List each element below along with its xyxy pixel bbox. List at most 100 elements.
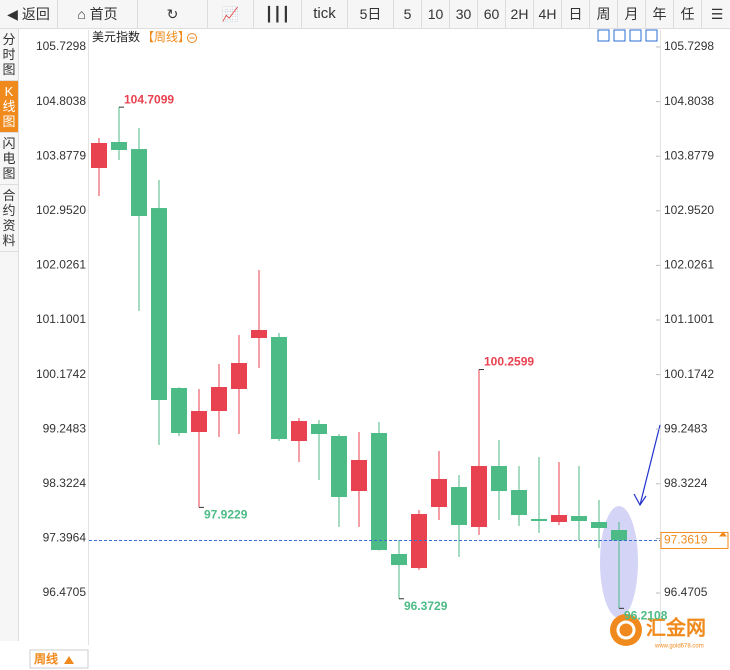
period-button[interactable]: 5日 bbox=[348, 0, 394, 28]
y-tick-label-left: 98.3224 bbox=[43, 476, 87, 490]
candle-body bbox=[311, 423, 327, 435]
last-price-label: 97.3619 bbox=[664, 533, 708, 547]
home-label: 首页 bbox=[89, 6, 118, 22]
y-tick-label-left: 97.3964 bbox=[43, 531, 87, 545]
candle-body bbox=[551, 515, 567, 522]
logo-name: 汇金网 bbox=[646, 615, 706, 639]
period-button[interactable]: 月 bbox=[618, 0, 646, 28]
candle-body bbox=[571, 516, 587, 521]
sidebar-tab[interactable]: 合约资料 bbox=[0, 185, 18, 252]
home-button[interactable]: ⌂ 首页 bbox=[58, 0, 138, 28]
candle-body bbox=[391, 554, 407, 566]
candle-chart-button[interactable]: ┃┃┃ bbox=[254, 0, 302, 28]
candle-body bbox=[151, 208, 167, 400]
candle-body bbox=[251, 329, 267, 339]
low-annotation: 96.3729 bbox=[404, 599, 448, 613]
back-label: 返回 bbox=[21, 6, 50, 22]
y-tick-label-left: 96.4705 bbox=[43, 585, 87, 599]
pointer-arrow bbox=[633, 424, 661, 507]
y-tick-label-right: 100.1742 bbox=[664, 367, 714, 381]
sidebar: 分时图 K线图 闪电图 合约资料 bbox=[0, 29, 19, 641]
sidebar-tab[interactable]: 分时图 bbox=[0, 29, 18, 81]
line-chart-button[interactable]: 📈 bbox=[208, 0, 254, 28]
refresh-button[interactable]: ↻ bbox=[138, 0, 208, 28]
candle-body bbox=[231, 363, 247, 390]
y-tick-label-left: 105.7298 bbox=[36, 39, 86, 53]
tick-label: tick bbox=[313, 5, 336, 22]
toolbar: ◀ 返回 ⌂ 首页 ↻ 📈 ┃┃┃ tick ☰ 5日 5 10 30 60 2H 4H 日周… bbox=[0, 0, 730, 29]
low-annotation: 97.9229 bbox=[204, 508, 248, 522]
candle-body bbox=[131, 149, 147, 216]
chart-subtitle: 【周线】 bbox=[142, 30, 190, 44]
sidebar-tab[interactable]: 闪电图 bbox=[0, 133, 18, 185]
chart-tools bbox=[597, 29, 658, 42]
low-annotation: 96.2108 bbox=[624, 609, 668, 623]
candle-body bbox=[91, 142, 107, 168]
y-tick-label-right: 104.8038 bbox=[664, 94, 714, 108]
period-button[interactable]: 30 bbox=[450, 0, 478, 28]
footer-period: 周线 bbox=[34, 651, 58, 666]
candle-body bbox=[411, 514, 427, 569]
high-annotation: 104.7099 bbox=[124, 92, 174, 106]
candle-body bbox=[111, 141, 127, 151]
logo-url: www.gold678.com bbox=[654, 644, 704, 650]
tool-fit[interactable] bbox=[597, 29, 610, 42]
candle-body bbox=[211, 387, 227, 412]
y-tick-label-right: 102.0261 bbox=[664, 258, 714, 272]
back-button[interactable]: ◀ 返回 bbox=[0, 0, 58, 28]
candle-body bbox=[191, 411, 207, 432]
period-arrow bbox=[64, 656, 74, 664]
candle-body bbox=[371, 433, 387, 550]
candle-body bbox=[471, 466, 487, 528]
y-tick-label-right: 101.1001 bbox=[664, 312, 714, 326]
y-tick-label-left: 102.9520 bbox=[36, 203, 86, 217]
menu-button[interactable]: ☰ bbox=[710, 6, 724, 22]
candle-body bbox=[171, 388, 187, 434]
period-button[interactable]: 60 bbox=[478, 0, 506, 28]
y-tick-label-right: 96.4705 bbox=[664, 585, 708, 599]
y-tick-label-right: 105.7298 bbox=[664, 39, 714, 53]
candle-body bbox=[491, 466, 507, 492]
period-button[interactable]: 5 bbox=[394, 0, 422, 28]
tick-button[interactable]: tick bbox=[302, 0, 348, 28]
candle-body bbox=[591, 521, 607, 529]
high-annotation: 100.2599 bbox=[484, 355, 534, 369]
tool-zoom[interactable] bbox=[613, 29, 626, 42]
candle-body bbox=[451, 487, 467, 525]
tool-next[interactable] bbox=[629, 29, 642, 42]
period-button[interactable]: 任 bbox=[674, 0, 702, 28]
period-button[interactable]: 10 bbox=[422, 0, 450, 28]
candle-body bbox=[351, 460, 367, 492]
y-tick-label-right: 103.8779 bbox=[664, 148, 714, 162]
candle-body bbox=[291, 421, 307, 442]
candle-body bbox=[531, 518, 547, 521]
last-price-box bbox=[660, 531, 729, 549]
period-button[interactable]: 周 bbox=[590, 0, 618, 28]
y-tick-label-right: 99.2483 bbox=[664, 421, 708, 435]
y-tick-label-left: 103.8779 bbox=[36, 148, 86, 162]
y-tick-label-left: 102.0261 bbox=[36, 258, 86, 272]
chart-title: 美元指数 bbox=[92, 29, 140, 44]
period-button[interactable]: 日 bbox=[562, 0, 590, 28]
candle-body bbox=[331, 436, 347, 497]
candle-body bbox=[271, 336, 287, 440]
tool-last[interactable] bbox=[645, 29, 658, 42]
candle-body bbox=[511, 490, 527, 516]
candle-body bbox=[611, 530, 627, 541]
y-tick-label-right: 98.3224 bbox=[664, 476, 708, 490]
period-button[interactable]: 2H bbox=[506, 0, 534, 28]
y-tick-label-left: 99.2483 bbox=[43, 421, 87, 435]
y-tick-label-left: 101.1001 bbox=[36, 312, 86, 326]
sidebar-tab[interactable]: K线图 bbox=[0, 81, 18, 133]
y-tick-label-left: 104.8038 bbox=[36, 94, 86, 108]
last-price-marker bbox=[719, 531, 727, 537]
candle-body bbox=[431, 478, 447, 508]
period-button[interactable]: 年 bbox=[646, 0, 674, 28]
y-tick-label-right: 102.9520 bbox=[664, 203, 714, 217]
period-button[interactable]: 4H bbox=[534, 0, 562, 28]
zoom-out-icon[interactable] bbox=[187, 33, 197, 43]
logo: 汇金网 www.gold678.com bbox=[610, 614, 706, 650]
y-tick-label-left: 100.1742 bbox=[36, 367, 86, 381]
